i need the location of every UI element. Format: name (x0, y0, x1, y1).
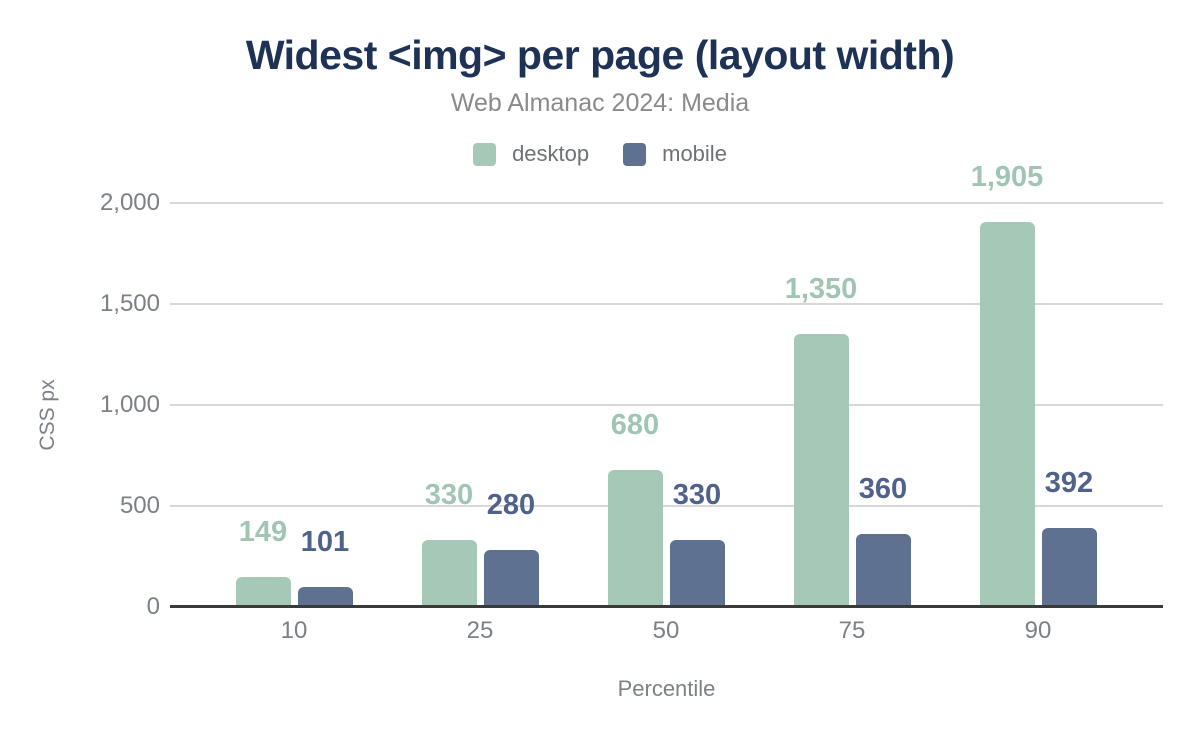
bar-desktop-p10 (235, 576, 291, 607)
desktop-swatch-icon (473, 142, 497, 166)
legend: desktop mobile (0, 141, 1200, 167)
chart-subtitle: Web Almanac 2024: Media (450, 89, 750, 117)
bar-mobile-p10 (297, 586, 353, 607)
legend-item-desktop: desktop (473, 141, 589, 167)
legend-label-desktop: desktop (512, 141, 590, 166)
legend-item-mobile: mobile (623, 141, 727, 167)
bar-desktop-p75 (793, 334, 849, 607)
value-label-mobile-p50: 330 (672, 479, 722, 512)
value-label-mobile-p90: 392 (1044, 466, 1094, 499)
x-axis-title: Percentile (617, 676, 716, 701)
x-tick-label-50: 50 (652, 617, 680, 644)
gridline-0 (170, 605, 1163, 608)
x-tick-label-75: 75 (838, 617, 866, 644)
value-label-mobile-p75: 360 (858, 473, 908, 506)
bar-desktop-p90 (979, 222, 1035, 607)
y-tick-label-500: 500 (119, 492, 160, 519)
mobile-swatch-icon (623, 142, 647, 166)
y-tick-label-0: 0 (146, 593, 160, 620)
gridline-500 (170, 505, 1163, 507)
value-label-desktop-p10: 149 (238, 515, 288, 548)
gridline-1000 (170, 404, 1163, 406)
value-label-desktop-p25: 330 (424, 479, 474, 512)
bar-desktop-p50 (607, 469, 663, 607)
y-tick-label-1000: 1,000 (99, 391, 160, 418)
value-label-desktop-p50: 680 (610, 408, 660, 441)
x-tick-label-25: 25 (466, 617, 494, 644)
x-tick-label-90: 90 (1024, 617, 1052, 644)
y-tick-label-1500: 1,500 (99, 290, 160, 317)
legend-label-mobile: mobile (662, 141, 727, 166)
value-label-desktop-p75: 1,350 (784, 273, 858, 306)
gridline-2000 (170, 202, 1163, 204)
value-label-desktop-p90: 1,905 (970, 161, 1044, 194)
x-tick-label-10: 10 (280, 617, 308, 644)
value-label-mobile-p10: 101 (300, 525, 350, 558)
chart-title: Widest <img> per page (layout width) (245, 32, 955, 78)
value-label-mobile-p25: 280 (486, 489, 536, 522)
bar-mobile-p90 (1041, 527, 1097, 607)
bar-desktop-p25 (421, 540, 477, 607)
plot-area: 149 101 330 280 680 330 1,350 360 1,905 392 (170, 163, 1163, 608)
gridline-1500 (170, 303, 1163, 305)
bar-mobile-p50 (669, 540, 725, 607)
y-tick-label-2000: 2,000 (99, 189, 160, 216)
bar-mobile-p75 (855, 534, 911, 607)
bar-mobile-p25 (483, 550, 539, 607)
